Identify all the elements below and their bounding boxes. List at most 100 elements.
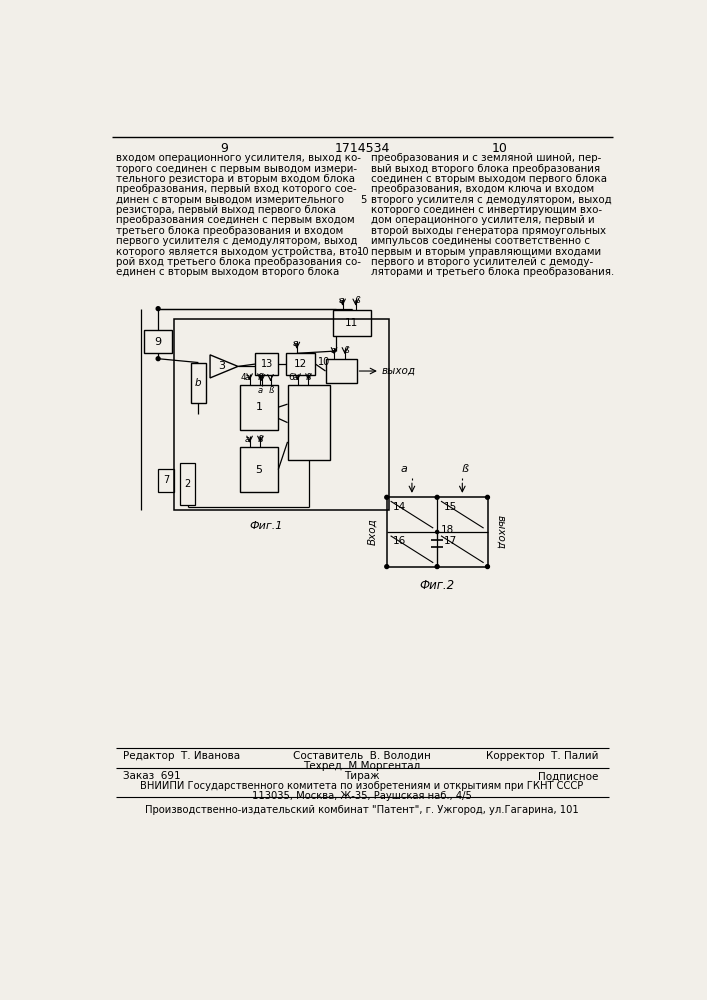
Bar (255, 353, 279, 375)
Text: первым и вторым управляющими входами: первым и вторым управляющими входами (371, 247, 602, 257)
Text: ß: ß (269, 386, 274, 395)
Bar (325, 359, 356, 383)
Text: 17: 17 (443, 536, 457, 546)
Text: 10: 10 (317, 357, 330, 367)
Text: второй выходы генератора прямоугольных: второй выходы генератора прямоугольных (371, 226, 607, 236)
Text: a: a (330, 346, 336, 355)
Bar (240, 385, 279, 430)
Text: которого соединен с инвертирующим вхо-: которого соединен с инвертирующим вхо- (371, 205, 602, 215)
Text: входом операционного усилителя, выход ко-: входом операционного усилителя, выход ко… (115, 153, 361, 163)
Text: Корректор  Т. Палий: Корректор Т. Палий (486, 751, 598, 761)
Text: 1: 1 (255, 402, 262, 412)
Text: преобразования, входом ключа и входом: преобразования, входом ключа и входом (371, 184, 595, 194)
Circle shape (385, 565, 389, 569)
Text: 4: 4 (240, 373, 246, 382)
Text: динен с вторым выводом измерительного: динен с вторым выводом измерительного (115, 195, 344, 205)
Text: тельного резистора и вторым входом блока: тельного резистора и вторым входом блока (115, 174, 354, 184)
Text: a: a (293, 373, 298, 382)
Circle shape (486, 495, 489, 499)
Bar (191, 363, 206, 403)
Circle shape (436, 565, 439, 569)
Text: преобразования соединен с первым входом: преобразования соединен с первым входом (115, 215, 354, 225)
Text: ß: ß (257, 373, 262, 382)
Text: 15: 15 (443, 502, 457, 512)
Text: Техред  М.Моргентал: Техред М.Моргентал (303, 761, 421, 771)
Text: 12: 12 (294, 359, 308, 369)
Text: Составитель  В. Володин: Составитель В. Володин (293, 751, 431, 761)
Text: третьего блока преобразования и входом: третьего блока преобразования и входом (115, 226, 343, 236)
Text: первого усилителя с демодулятором, выход: первого усилителя с демодулятором, выход (115, 236, 357, 246)
Text: ляторами и третьего блока преобразования.: ляторами и третьего блока преобразования… (371, 267, 614, 277)
Text: ß: ß (354, 296, 360, 305)
Bar (144, 330, 172, 353)
Circle shape (156, 307, 160, 311)
Text: ВНИИПИ Государственного комитета по изобретениям и открытиям при ГКНТ СССР: ВНИИПИ Государственного комитета по изоб… (140, 781, 583, 791)
Text: Подписное: Подписное (538, 771, 598, 781)
Text: a: a (245, 373, 250, 382)
Text: 11: 11 (345, 318, 358, 328)
Text: 10: 10 (491, 142, 507, 155)
Circle shape (156, 357, 160, 361)
Text: первого и второго усилителей с демоду-: первого и второго усилителей с демоду- (371, 257, 593, 267)
Text: 9: 9 (155, 337, 162, 347)
Text: выход: выход (496, 515, 506, 549)
Text: a: a (339, 296, 344, 305)
Bar (174, 319, 389, 510)
Text: Вход: Вход (368, 519, 378, 545)
Text: выход: выход (381, 366, 415, 376)
Bar (286, 353, 315, 375)
Text: соединен с вторым выходом первого блока: соединен с вторым выходом первого блока (371, 174, 607, 184)
Text: 3: 3 (218, 361, 225, 371)
Text: ß: ß (462, 464, 469, 474)
Text: вый выход второго блока преобразования: вый выход второго блока преобразования (371, 164, 600, 174)
Text: торого соединен с первым выводом измери-: торого соединен с первым выводом измери- (115, 164, 356, 174)
Text: преобразования и с земляной шиной, пер-: преобразования и с земляной шиной, пер- (371, 153, 602, 163)
Text: резистора, первый выход первого блока: резистора, первый выход первого блока (115, 205, 336, 215)
Text: Фиг.2: Фиг.2 (419, 579, 455, 592)
Text: преобразования, первый вход которого сое-: преобразования, первый вход которого сое… (115, 184, 356, 194)
Text: 16: 16 (393, 536, 407, 546)
Text: a: a (401, 464, 408, 474)
Text: 113035, Москва, Ж-35, Раушская наб., 4/5: 113035, Москва, Ж-35, Раушская наб., 4/5 (252, 791, 472, 801)
Text: 7: 7 (163, 475, 169, 485)
Text: рой вход третьего блока преобразования со-: рой вход третьего блока преобразования с… (115, 257, 361, 267)
Text: ß: ß (257, 435, 262, 444)
Circle shape (436, 530, 438, 533)
Text: 9: 9 (220, 142, 228, 155)
Circle shape (486, 565, 489, 569)
Text: которого является выходом устройства, вто-: которого является выходом устройства, вт… (115, 247, 361, 257)
Text: ß: ß (344, 346, 349, 355)
Text: 13: 13 (260, 359, 273, 369)
Bar (387, 497, 488, 567)
Text: 10: 10 (357, 247, 370, 257)
Circle shape (436, 495, 439, 499)
Text: единен с вторым выходом второго блока: единен с вторым выходом второго блока (115, 267, 339, 277)
Text: 5: 5 (361, 195, 367, 205)
Bar (158, 469, 174, 492)
Bar (180, 463, 195, 505)
Text: второго усилителя с демодулятором, выход: второго усилителя с демодулятором, выход (371, 195, 612, 205)
Circle shape (385, 495, 389, 499)
Text: 18: 18 (441, 525, 455, 535)
Text: 14: 14 (393, 502, 407, 512)
Text: b: b (195, 378, 201, 388)
Text: Редактор  Т. Иванова: Редактор Т. Иванова (123, 751, 240, 761)
Text: импульсов соединены соответственно с: импульсов соединены соответственно с (371, 236, 590, 246)
Circle shape (436, 565, 438, 568)
Text: 1714534: 1714534 (334, 142, 390, 155)
Text: дом операционного усилителя, первый и: дом операционного усилителя, первый и (371, 215, 595, 225)
Text: Производственно-издательский комбинат "Патент", г. Ужгород, ул.Гагарина, 101: Производственно-издательский комбинат "П… (145, 805, 579, 815)
Text: 2: 2 (185, 479, 191, 489)
Bar (332, 310, 371, 336)
Text: Тираж: Тираж (344, 771, 380, 781)
Text: 6: 6 (288, 373, 294, 382)
Text: a: a (245, 435, 250, 444)
Text: ß: ß (305, 373, 310, 382)
Text: a: a (258, 386, 263, 395)
Bar (288, 385, 330, 460)
Text: 5: 5 (255, 465, 262, 475)
Text: Фиг.1: Фиг.1 (249, 521, 283, 531)
Text: Заказ  691: Заказ 691 (123, 771, 181, 781)
Bar (240, 447, 279, 492)
Text: a: a (293, 339, 298, 348)
